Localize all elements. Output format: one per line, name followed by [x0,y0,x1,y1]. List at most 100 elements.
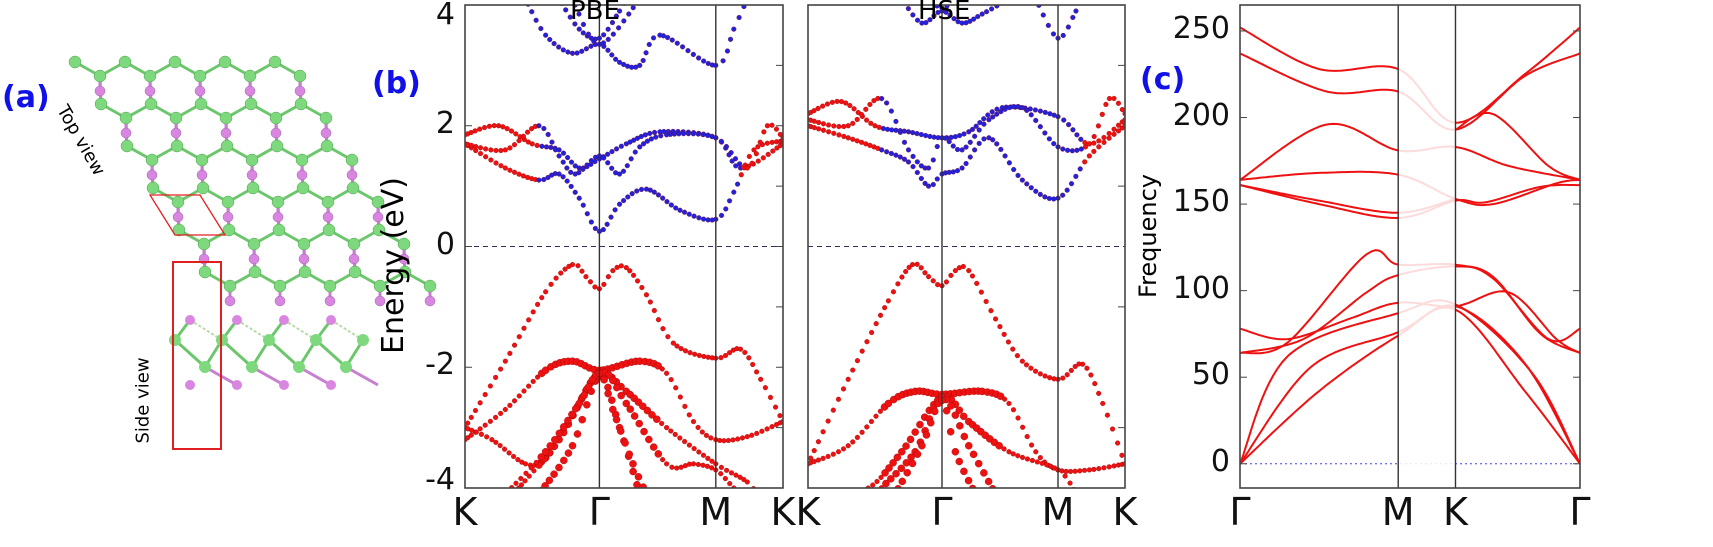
band-point [931,13,937,19]
band-point [564,165,570,171]
band-point [682,439,688,445]
band-point [626,405,634,413]
band-point [601,32,607,38]
band-point [630,272,637,278]
band-point [637,144,643,150]
band-point [811,448,817,454]
band-point [498,147,504,154]
band-point [755,158,761,164]
band-point [913,450,922,458]
band-point [717,437,723,444]
band-point [696,449,702,455]
chart-panel-0 [464,4,784,498]
band-point [541,177,547,183]
band-point [1060,146,1066,152]
band-point [580,30,586,36]
band-point [736,14,742,21]
band-point [1060,375,1066,381]
band-point [882,305,888,311]
band-point [579,268,585,274]
band-point [647,130,653,137]
band-point [934,143,940,150]
band-point [609,20,616,26]
band-point [1005,339,1011,345]
band-point [725,437,731,444]
band-point [622,399,631,408]
band-point [533,17,539,23]
band-point [659,366,665,372]
band-point [534,142,540,148]
band-point [1092,381,1098,387]
panel-label-c: (c) [1140,62,1186,97]
band-point [864,424,870,430]
band-point [613,56,619,62]
band-point [560,47,566,53]
band-point [946,428,955,436]
band-point [773,404,779,410]
band-point [1020,424,1026,430]
band-point [472,128,478,134]
band-point [877,408,883,414]
band-point [884,149,890,155]
band-point [676,131,682,137]
host-atom [294,97,308,111]
band-point [995,442,1003,450]
band-point [654,362,662,370]
band-point [979,11,985,17]
band-point [990,137,996,143]
band-point [600,376,608,384]
band-point [503,492,508,497]
band-point [665,334,671,340]
band-point [930,182,936,188]
band-point [605,36,611,42]
band-point [584,383,593,391]
band-point [1037,124,1043,130]
host-atom [93,69,107,83]
band-point [841,491,846,496]
band-point [884,399,893,408]
band-point [560,150,567,156]
band-point [609,52,615,58]
host-atom [172,223,186,237]
band-point [583,46,589,52]
band-point [1010,346,1016,352]
band-point [888,108,894,114]
band-point [1101,465,1107,471]
band-point [686,442,692,448]
band-point [579,48,585,54]
band-point [755,493,760,498]
band-point [1002,396,1008,402]
band-point [1037,191,1043,197]
band-point [568,441,577,450]
band-point [910,153,916,159]
band-point [547,37,553,43]
band-point [1084,365,1090,371]
band-point [918,163,924,169]
dopant-atom [274,295,286,307]
band-point [640,57,646,64]
dopant-atom [324,295,336,307]
band-point [682,348,689,354]
band-point [960,263,966,270]
y-tick-label: -2 [425,347,455,383]
band-11 [572,5,638,47]
band-point [1080,361,1086,367]
band-point [1111,131,1117,137]
band-point [737,161,743,167]
band-point [701,216,707,222]
band-point [967,139,973,145]
band-point [1096,144,1102,150]
band-point [502,358,508,364]
band-point [648,136,654,142]
band-point [583,401,591,409]
band-point [648,411,656,419]
band-point [632,149,638,155]
band-point [481,125,488,131]
band-point [835,449,842,455]
band-point [539,295,545,301]
band-point [588,219,594,225]
band-point [893,453,902,462]
band-point [905,129,912,135]
band-point [737,346,744,352]
host-atom [272,223,286,237]
